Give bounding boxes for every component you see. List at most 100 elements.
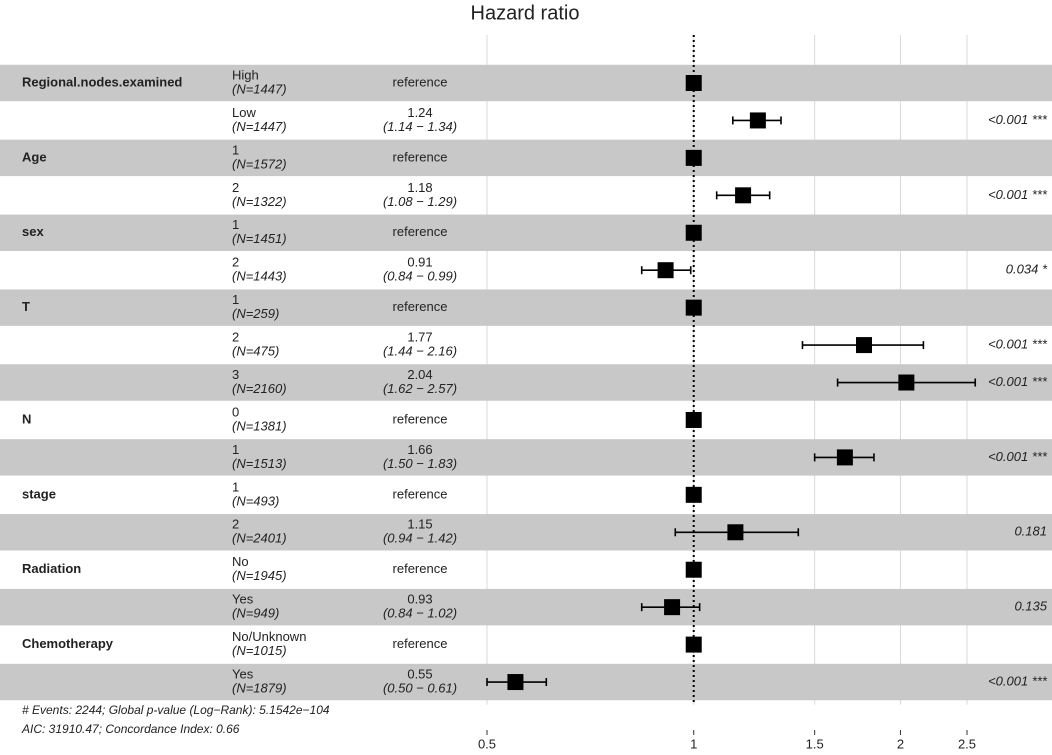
n-label: (N=1572) [232, 156, 287, 171]
p-value-label: <0.001 *** [988, 449, 1048, 464]
level-label: 1 [232, 142, 239, 157]
level-label: 2 [232, 330, 239, 345]
variable-label: sex [22, 224, 44, 239]
level-label: Low [232, 105, 256, 120]
estimate-label: 1.77 [407, 330, 432, 345]
row-stripe [0, 64, 1052, 102]
level-label: 1 [232, 479, 239, 494]
level-label: High [232, 67, 259, 82]
hazard-marker [507, 674, 524, 691]
row-stripe [0, 439, 1052, 476]
ci-label: (1.44 − 2.16) [383, 344, 457, 359]
x-tick-label: 1 [690, 736, 697, 751]
level-label: No [232, 554, 249, 569]
estimate-label: 0.55 [407, 666, 432, 681]
estimate-label: reference [393, 149, 448, 164]
hazard-marker [836, 449, 853, 466]
row-stripe [0, 139, 1052, 177]
variable-label: Chemotherapy [22, 636, 114, 651]
n-label: (N=1322) [232, 194, 287, 209]
variable-label: T [22, 299, 30, 314]
hazard-marker [685, 75, 702, 91]
level-label: Yes [232, 592, 254, 607]
n-label: (N=475) [232, 344, 279, 359]
estimate-label: reference [393, 486, 448, 501]
n-label: (N=1513) [232, 456, 287, 471]
level-label: 2 [232, 255, 239, 270]
estimate-label: 1.15 [407, 517, 432, 532]
ci-label: (1.62 − 2.57) [383, 381, 457, 396]
estimate-label: reference [393, 411, 448, 426]
level-label: 2 [232, 517, 239, 532]
estimate-label: 0.93 [407, 592, 432, 607]
n-label: (N=1945) [232, 568, 287, 583]
level-label: 0 [232, 404, 239, 419]
x-tick-label: 2.5 [958, 736, 976, 751]
hazard-marker [727, 524, 744, 541]
hazard-marker [685, 299, 702, 316]
n-label: (N=493) [232, 493, 279, 508]
n-label: (N=1443) [232, 269, 287, 284]
p-value-label: <0.001 *** [988, 673, 1048, 688]
level-label: 3 [232, 367, 239, 382]
estimate-label: 1.66 [407, 442, 432, 457]
n-label: (N=1015) [232, 643, 287, 658]
variable-label: stage [22, 486, 56, 501]
estimate-label: reference [393, 636, 448, 651]
estimate-label: reference [393, 224, 448, 239]
x-tick-label: 0.5 [478, 736, 496, 751]
row-stripe [0, 514, 1052, 551]
p-value-label: <0.001 *** [988, 374, 1048, 389]
p-value-label: <0.001 *** [988, 187, 1048, 202]
ci-label: (0.94 − 1.42) [383, 531, 457, 546]
row-stripe [0, 214, 1052, 251]
n-label: (N=259) [232, 306, 279, 321]
ci-label: (0.84 − 0.99) [383, 269, 457, 284]
x-tick-label: 2 [897, 736, 904, 751]
x-tick-label: 1.5 [806, 736, 824, 751]
estimate-label: 0.91 [407, 255, 432, 270]
estimate-label: 1.24 [407, 105, 432, 120]
hazard-marker [898, 374, 915, 391]
hazard-marker [749, 112, 766, 129]
level-label: 1 [232, 217, 239, 232]
hazard-marker [685, 636, 702, 653]
hazard-marker [735, 187, 752, 204]
n-label: (N=2160) [232, 381, 287, 396]
p-value-label: 0.181 [1014, 524, 1047, 539]
n-label: (N=1447) [232, 81, 287, 96]
hazard-marker [664, 599, 681, 616]
p-value-label: 0.034 * [1006, 262, 1048, 277]
hazard-marker [856, 337, 873, 354]
hazard-marker [657, 262, 674, 279]
n-label: (N=1381) [232, 418, 287, 433]
n-label: (N=1879) [232, 680, 287, 695]
chart-title: Hazard ratio [471, 2, 580, 24]
ci-label: (0.84 − 1.02) [383, 606, 457, 621]
hazard-marker [685, 149, 702, 166]
n-label: (N=1451) [232, 231, 287, 246]
n-label: (N=1447) [232, 119, 287, 134]
estimate-label: 1.18 [407, 180, 432, 195]
level-label: 1 [232, 292, 239, 307]
variable-label: Regional.nodes.examined [22, 74, 182, 89]
variable-label: N [22, 411, 31, 426]
footnote: AIC: 31910.47; Concordance Index: 0.66 [21, 722, 240, 736]
n-label: (N=949) [232, 606, 279, 621]
ci-label: (0.50 − 0.61) [383, 680, 457, 695]
n-label: (N=2401) [232, 531, 287, 546]
variable-label: Age [22, 149, 47, 164]
hazard-marker [685, 411, 702, 428]
variable-label: Radiation [22, 561, 81, 576]
hazard-marker [685, 486, 702, 503]
level-label: No/Unknown [232, 629, 306, 644]
level-label: 2 [232, 180, 239, 195]
ci-label: (1.50 − 1.83) [383, 456, 457, 471]
p-value-label: <0.001 *** [988, 112, 1048, 127]
estimate-label: reference [393, 299, 448, 314]
footnote: # Events: 2244; Global p-value (Log−Rank… [22, 703, 330, 717]
ci-label: (1.14 − 1.34) [383, 119, 457, 134]
hazard-marker [685, 561, 702, 578]
estimate-label: reference [393, 561, 448, 576]
level-label: Yes [232, 666, 254, 681]
